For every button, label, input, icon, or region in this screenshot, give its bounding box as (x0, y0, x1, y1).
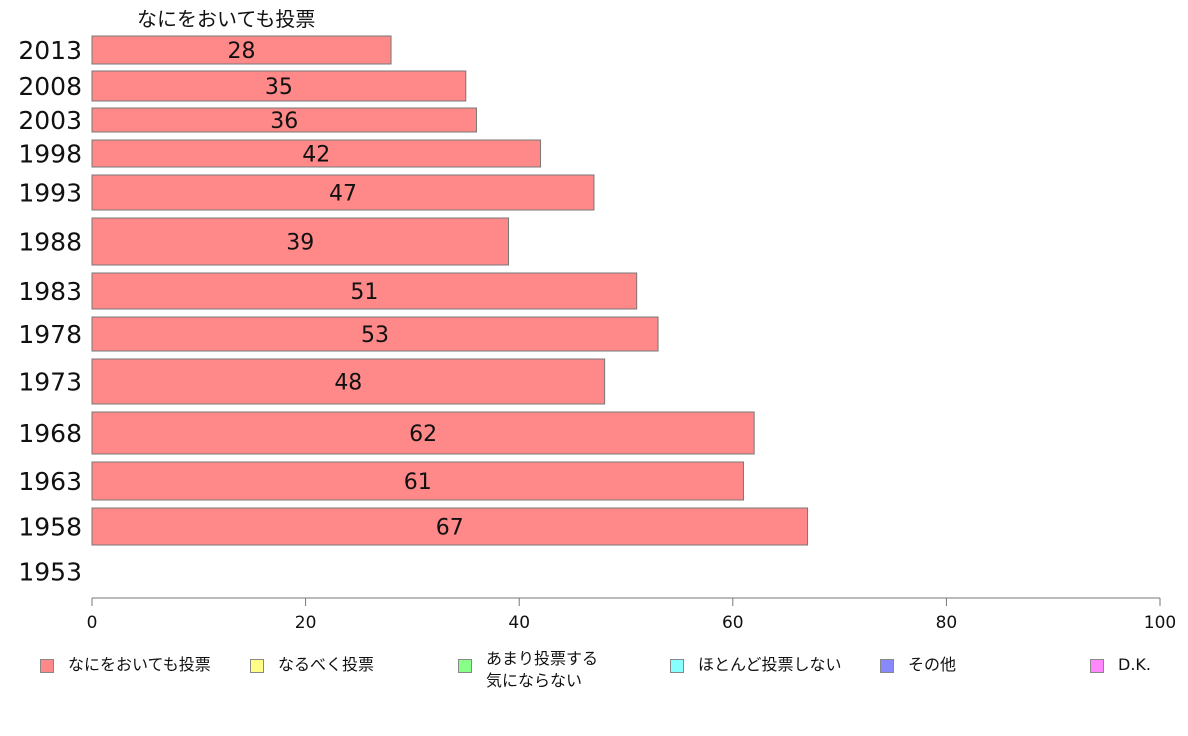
bar-value-label: 62 (409, 422, 437, 447)
category-label: 1963 (18, 467, 82, 496)
bar (91, 70, 467, 102)
bar-value-label: 35 (265, 75, 293, 100)
x-tick-label: 80 (936, 613, 958, 633)
bar (91, 461, 744, 501)
legend-swatch (40, 659, 54, 673)
bar-value-label: 42 (302, 143, 330, 168)
legend-item: なるべく投票 (250, 648, 374, 676)
bar (91, 35, 392, 65)
legend-swatch (250, 659, 264, 673)
legend-label: D.K. (1118, 655, 1151, 674)
category-label: 2008 (18, 72, 82, 101)
bar-chart: なにをおいても投票 2013 28 2008 35 2003 36 1998 42 1993 47… (18, 7, 1176, 633)
x-axis: 0 20 40 60 80 100 (87, 597, 1176, 633)
legend-swatch (1090, 659, 1104, 673)
legend-label: あまり投票する 気にならない (486, 649, 599, 690)
bars-group: 2013 28 2008 35 2003 36 1998 42 1993 47 1988 39 1983… (18, 35, 809, 587)
category-label: 1993 (18, 179, 82, 208)
legend-label: なにをおいても投票 (68, 655, 211, 674)
legend-label: その他 (908, 655, 957, 674)
x-tick-label: 40 (508, 613, 530, 633)
x-tick-label: 0 (87, 613, 98, 633)
bar-value-label: 67 (436, 516, 464, 541)
bar (91, 139, 542, 168)
legend-item: あまり投票する 気にならない (458, 648, 598, 692)
category-label: 1958 (18, 513, 82, 542)
bar-value-label: 51 (350, 280, 378, 305)
bar-value-label: 36 (270, 109, 298, 134)
bar-value-label: 48 (334, 371, 362, 396)
category-label: 2003 (18, 106, 82, 135)
legend: なにをおいても投票 なるべく投票 あまり投票する 気にならない ほとんど投票しない その… (0, 648, 1188, 708)
category-label: 1998 (18, 140, 82, 169)
category-label: 2013 (18, 36, 82, 65)
x-tick-label: 100 (1144, 613, 1176, 633)
bar (91, 358, 606, 405)
bar-value-label: 39 (286, 231, 314, 256)
category-label: 1988 (18, 228, 82, 257)
bar (91, 411, 755, 455)
legend-item: D.K. (1090, 648, 1151, 676)
category-label: 1953 (18, 558, 82, 587)
chart-title: なにをおいても投票 (137, 7, 315, 31)
bar (91, 272, 638, 310)
bar (91, 217, 510, 266)
x-tick-label: 60 (722, 613, 744, 633)
bar-value-label: 28 (228, 39, 256, 64)
category-label: 1983 (18, 277, 82, 306)
bar (91, 107, 477, 133)
legend-item: なにをおいても投票 (40, 648, 211, 676)
bar (91, 507, 809, 546)
category-label: 1973 (18, 368, 82, 397)
bar (91, 316, 659, 352)
bar-value-label: 61 (404, 470, 432, 495)
legend-swatch (458, 659, 472, 673)
category-label: 1978 (18, 320, 82, 349)
legend-label: なるべく投票 (278, 655, 375, 674)
bar (91, 174, 595, 211)
legend-swatch (880, 659, 894, 673)
bar-value-label: 47 (329, 182, 357, 207)
legend-item: ほとんど投票しない (670, 648, 842, 676)
legend-item: その他 (880, 648, 956, 676)
legend-label: ほとんど投票しない (698, 655, 842, 674)
category-label: 1968 (18, 419, 82, 448)
bar-value-label: 53 (361, 323, 389, 348)
x-tick-label: 20 (295, 613, 317, 633)
legend-swatch (670, 659, 684, 673)
